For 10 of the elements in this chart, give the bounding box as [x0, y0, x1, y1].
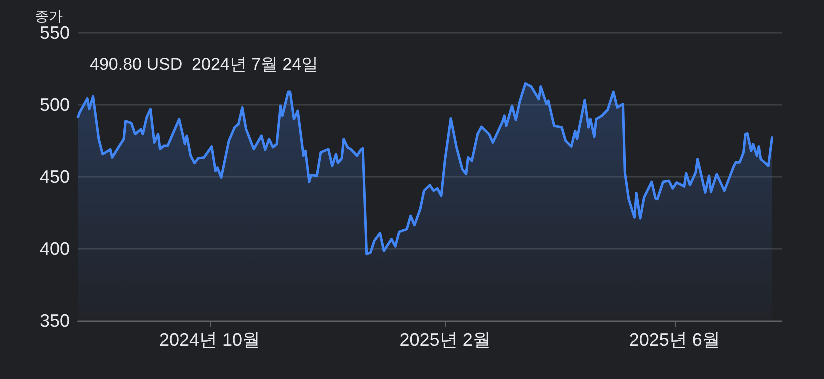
annotation: 490.80 USD 2024년 7월 24일 [90, 55, 319, 74]
y-tick-label: 450 [40, 167, 70, 187]
x-tick-label: 2025년 2월 [400, 330, 491, 350]
x-tick-label: 2024년 10월 [159, 330, 261, 350]
y-tick-label: 500 [40, 95, 70, 115]
chart-title: 종가 [35, 8, 63, 24]
y-tick-label: 400 [40, 239, 70, 259]
x-tick-label: 2025년 6월 [629, 330, 720, 350]
y-tick-label: 550 [40, 23, 70, 43]
y-tick-label: 350 [40, 311, 70, 331]
